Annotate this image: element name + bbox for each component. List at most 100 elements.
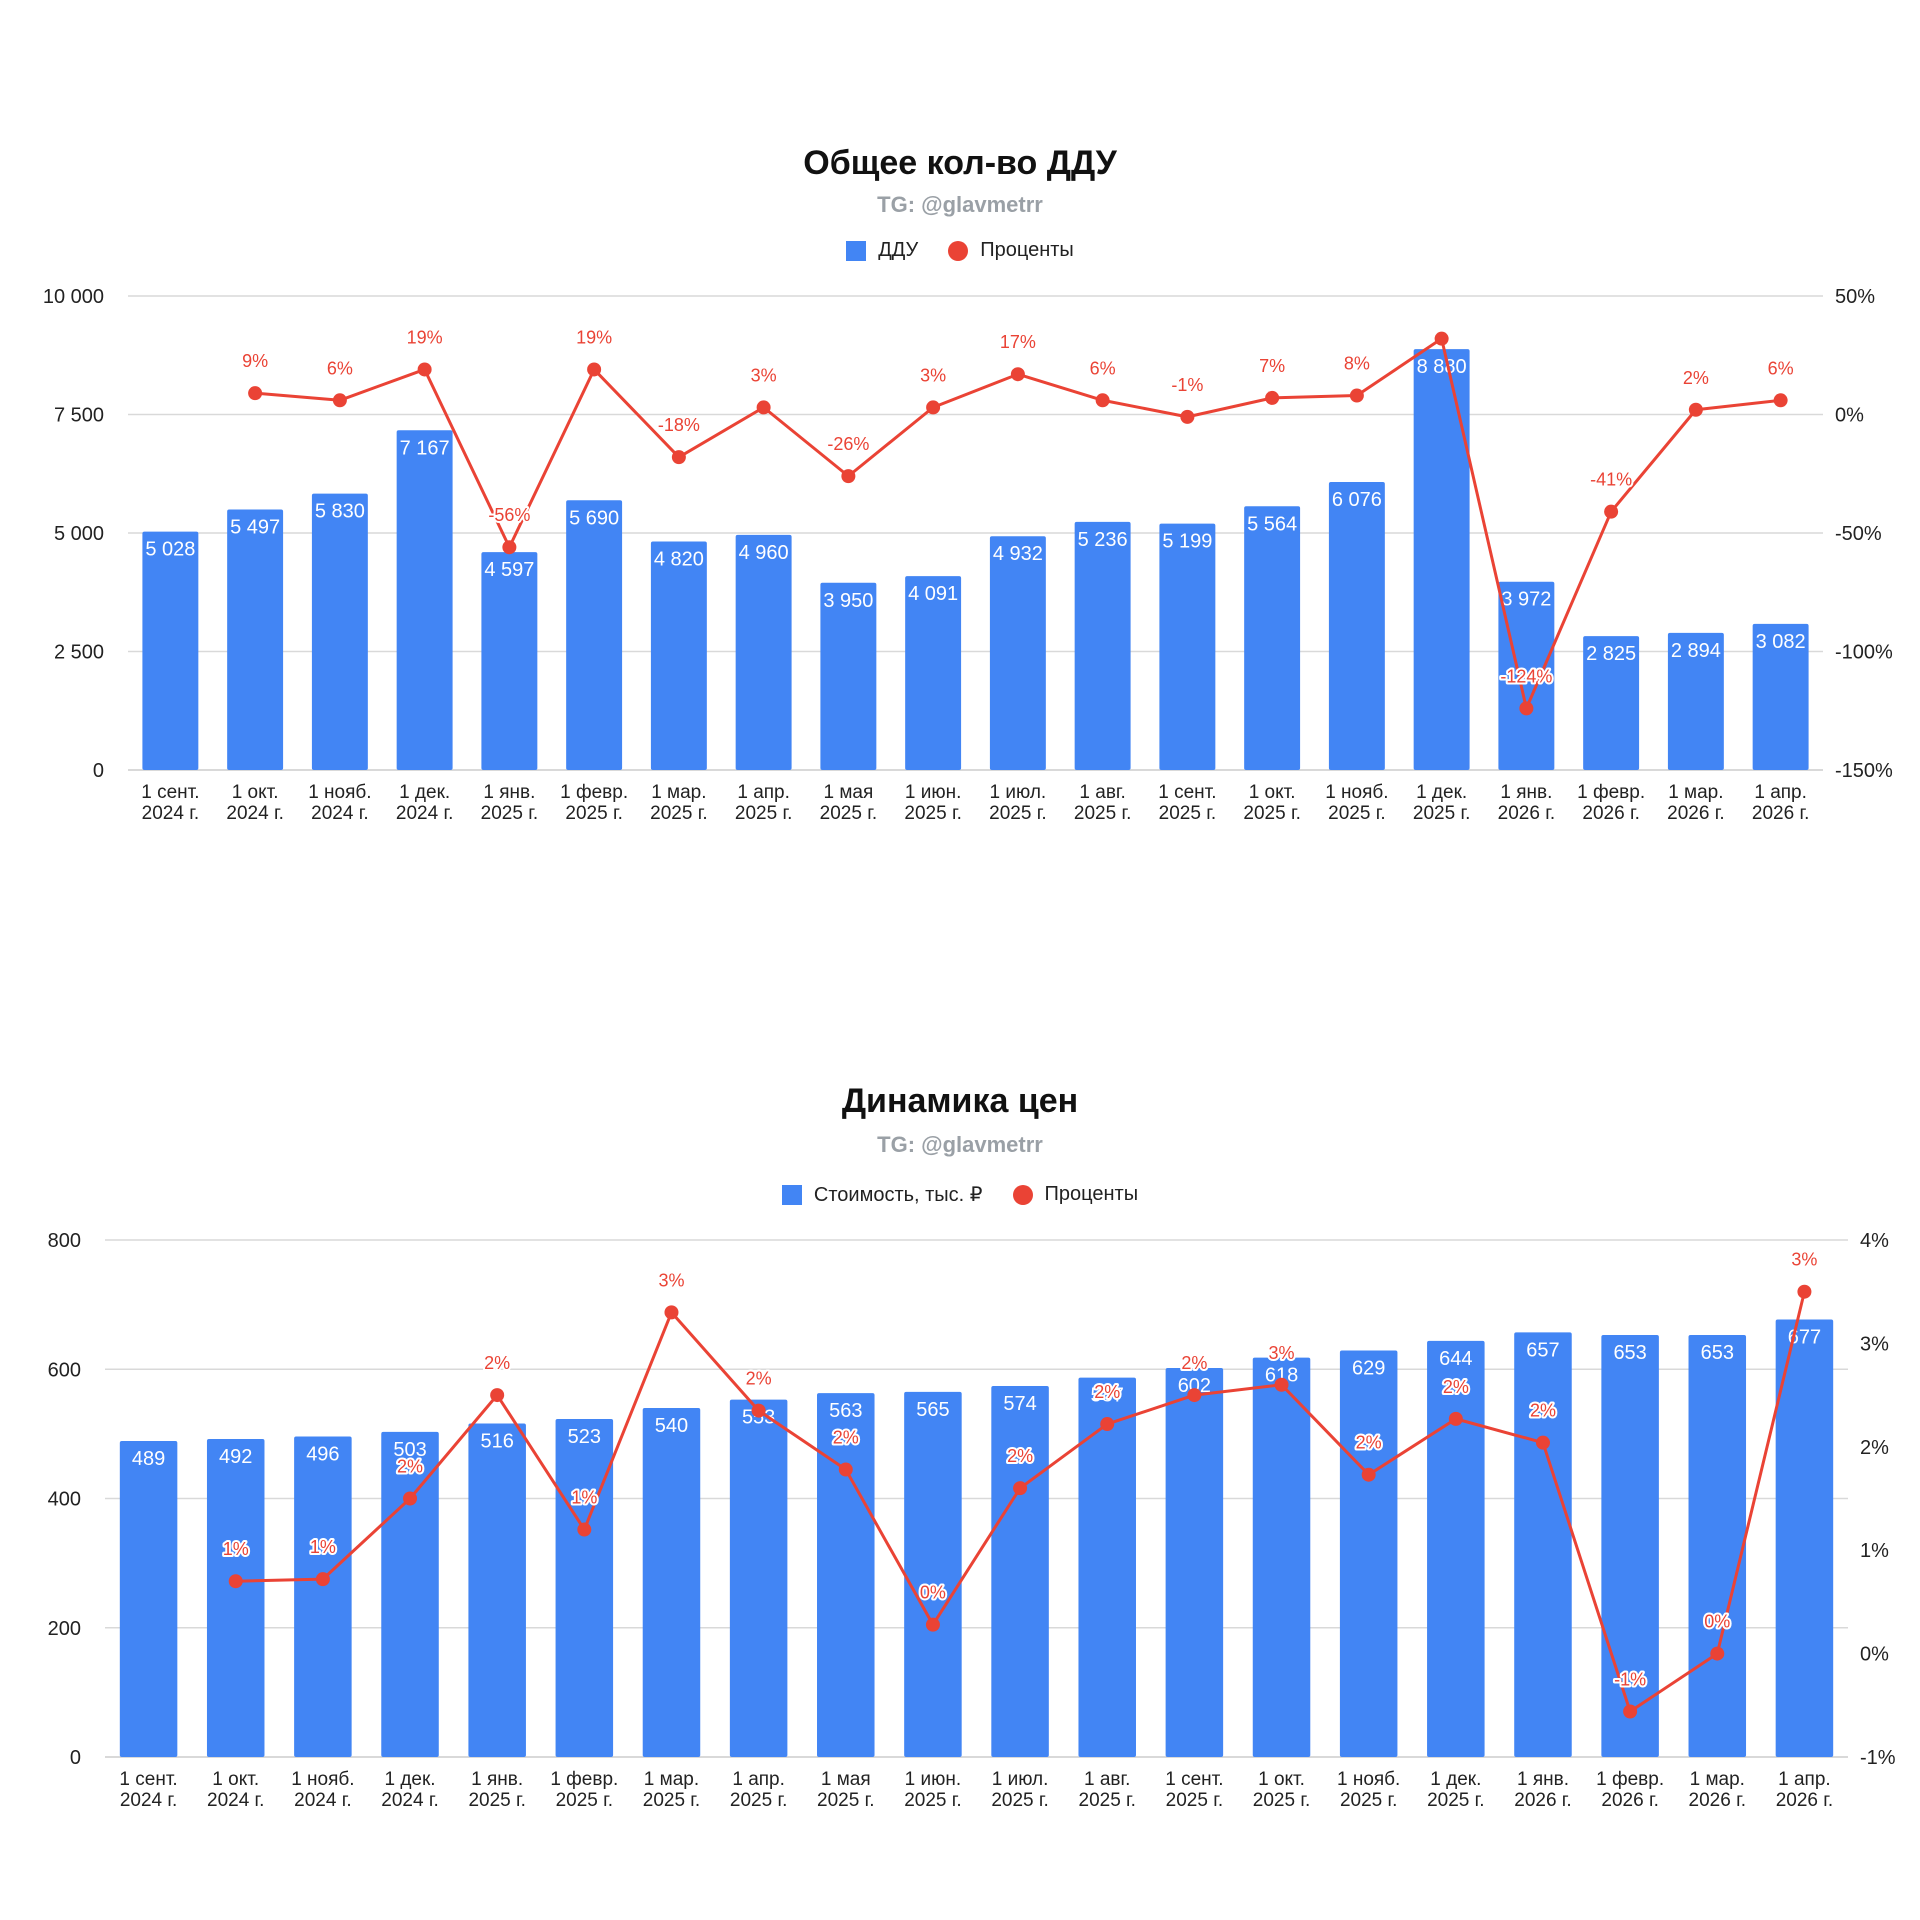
x-tick-label: 1 апр. [1754, 782, 1807, 803]
percent-point [587, 362, 602, 377]
bar [1775, 1319, 1834, 1757]
x-tick-label: 1 июн. [905, 1769, 961, 1790]
percent-point [1013, 1481, 1028, 1496]
x-tick-label: 2025 г. [1243, 803, 1300, 824]
bar [1413, 349, 1470, 770]
percent-point [1688, 402, 1703, 417]
bar-value-label: 653 [1701, 1342, 1734, 1364]
bar-value-label: 503 [393, 1439, 426, 1461]
bar [729, 1399, 788, 1757]
legend-item-bars[interactable]: ДДУ [846, 239, 918, 262]
bar [1339, 1350, 1398, 1757]
chart-legend: ДДУ Проценты [0, 239, 1920, 262]
percent-point [1434, 331, 1449, 346]
x-tick-label: 2025 г. [735, 803, 792, 824]
x-tick-label: 1 мар. [1668, 782, 1723, 803]
percent-label: 3% [1791, 1250, 1817, 1270]
bar [1244, 506, 1301, 770]
bar-value-label: 2 825 [1586, 643, 1636, 665]
x-tick-label: 1 нояб. [308, 782, 371, 803]
bar-value-label: 629 [1352, 1358, 1385, 1380]
legend-item-line[interactable]: Проценты [948, 239, 1074, 262]
percent-label: 17% [1000, 332, 1036, 352]
bar-value-label: 4 820 [654, 549, 704, 571]
x-tick-label: 1 окт. [1249, 782, 1296, 803]
prices-plot: 0 200 400 600 800 -1% 0% 1% 2% 3% 4% 489 492 496 503 51… [48, 1230, 1896, 1811]
x-tick-label: 1 дек. [1416, 782, 1467, 803]
bar [904, 1391, 962, 1757]
legend-item-line[interactable]: Проценты [1012, 1183, 1138, 1206]
x-tick-label: 1 авг. [1084, 1769, 1130, 1790]
x-tick-label: 2026 г. [1514, 1790, 1571, 1811]
bar [1688, 1334, 1747, 1757]
chart-legend: Стоимость, тыс. ₽ Проценты [0, 1182, 1920, 1207]
x-tick-label: 1 апр. [732, 1769, 785, 1790]
bar [311, 493, 368, 770]
y-tick-right: -100% [1835, 642, 1893, 664]
x-tick-label: 2026 г. [1752, 803, 1809, 824]
bar-value-label: 5 199 [1162, 531, 1212, 553]
percent-label: 0% [1704, 1612, 1730, 1632]
bar-value-label: 8 880 [1417, 356, 1467, 378]
percent-label: 1% [571, 1488, 597, 1508]
bar-value-label: 618 [1265, 1365, 1298, 1387]
bar-value-label: 7 167 [400, 437, 450, 459]
bar-value-label: 540 [655, 1415, 688, 1437]
x-tick-label: 2025 г. [1079, 1790, 1136, 1811]
bar [817, 1393, 875, 1757]
bar [1165, 1367, 1224, 1757]
y-tick-left: 7 500 [54, 405, 104, 427]
x-tick-label: 1 февр. [550, 1769, 618, 1790]
percent-point [417, 362, 432, 377]
percent-label: 2% [397, 1457, 423, 1477]
bar-value-label: 489 [132, 1448, 165, 1470]
percent-label: -26% [827, 434, 869, 454]
bar-value-label: 602 [1178, 1375, 1211, 1397]
bar [206, 1439, 265, 1757]
x-tick-label: 1 июл. [992, 1769, 1049, 1790]
bar [1514, 1332, 1572, 1757]
bar-value-label: 492 [219, 1446, 252, 1468]
percent-point [841, 469, 856, 484]
bar-value-label: 5 497 [230, 516, 280, 538]
y-tick-left: 10 000 [43, 286, 104, 308]
percent-label: 2% [484, 1353, 510, 1373]
percent-point [671, 450, 686, 465]
chart-title: Динамика цен [841, 1082, 1079, 1120]
x-tick-label: 2025 г. [820, 803, 877, 824]
percent-point [926, 400, 941, 415]
bar [1752, 623, 1809, 770]
percent-point [1274, 1377, 1289, 1392]
x-tick-label: 1 янв. [1500, 782, 1552, 803]
percent-label: 2% [833, 1428, 859, 1448]
x-tick-label: 2025 г. [1253, 1790, 1310, 1811]
x-tick-label: 1 окт. [212, 1769, 259, 1790]
percent-label: 6% [1090, 358, 1116, 378]
x-tick-label: 2024 г. [396, 803, 453, 824]
bar-value-label: 565 [916, 1399, 949, 1421]
bar-value-label: 657 [1526, 1339, 1559, 1361]
bar-value-label: 5 564 [1247, 513, 1297, 535]
percent-point [925, 1617, 940, 1632]
y-tick-right: -150% [1835, 760, 1893, 782]
percent-point [502, 540, 517, 555]
percent-label: 9% [242, 351, 268, 371]
percent-label: 2% [1443, 1377, 1469, 1397]
y-tick-left: 2 500 [54, 642, 104, 664]
percent-label: -1% [1171, 375, 1203, 395]
y-tick-left: 800 [48, 1230, 81, 1252]
x-tick-label: 1 мар. [651, 782, 706, 803]
percent-point [577, 1522, 592, 1537]
y-tick-right: -1% [1860, 1747, 1896, 1769]
percent-point [1623, 1704, 1638, 1719]
chart-subtitle: TG: @glavmetrr [877, 192, 1043, 217]
x-tick-label: 1 мая [823, 782, 873, 803]
chart-title: Общее кол-во ДДУ [803, 144, 1117, 182]
y-tick-left: 0 [93, 760, 104, 782]
legend-item-bars[interactable]: Стоимость, тыс. ₽ [781, 1182, 983, 1207]
percent-point [1187, 1388, 1202, 1403]
bar-value-label: 496 [306, 1443, 339, 1465]
percent-label: 2% [1094, 1382, 1120, 1402]
x-tick-label: 2025 г. [730, 1790, 787, 1811]
